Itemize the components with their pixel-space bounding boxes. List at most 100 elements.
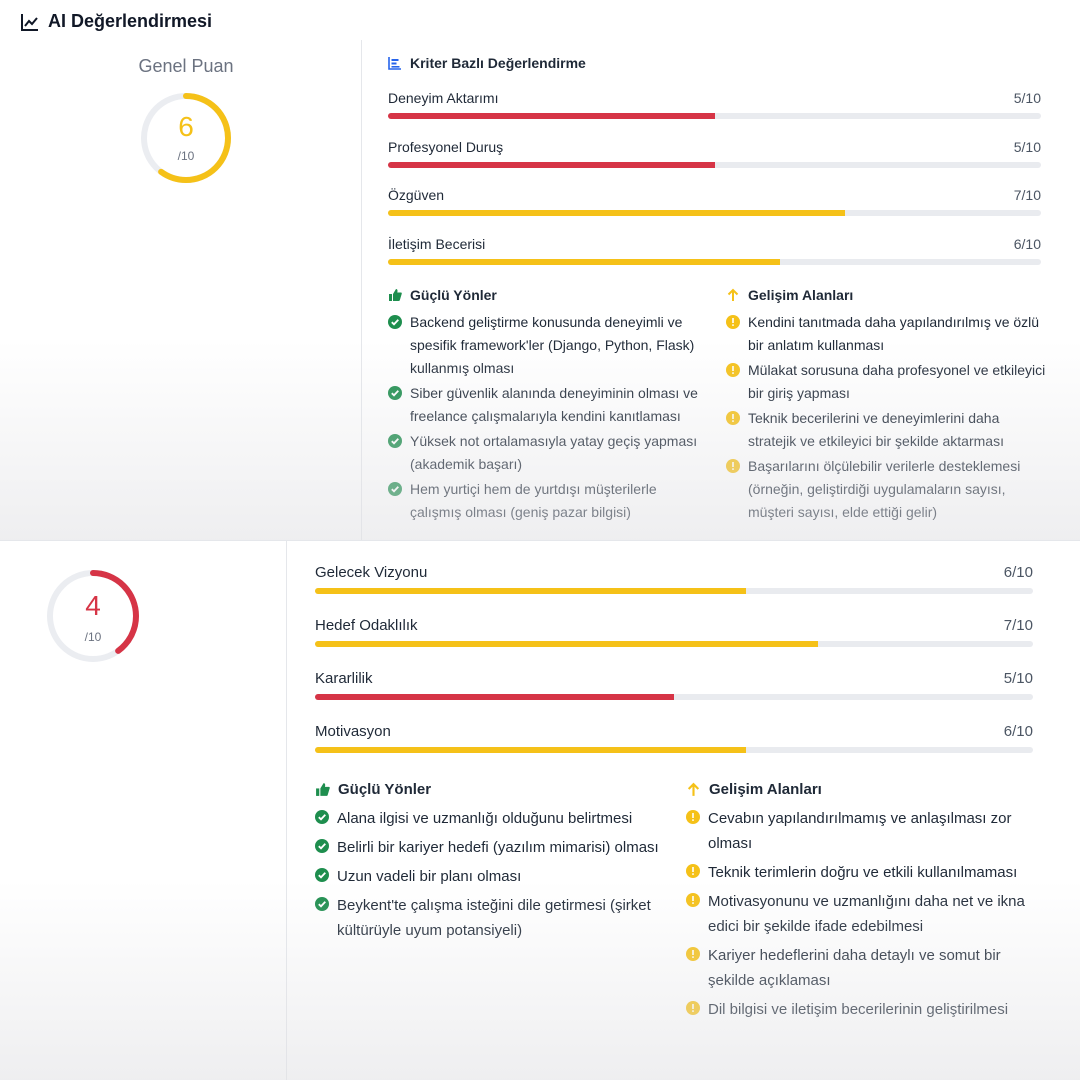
criterion-bar-track xyxy=(388,210,1041,216)
arrow-up-icon xyxy=(687,782,700,796)
warning-circle-icon xyxy=(686,1001,700,1015)
criterion-row: Kararlilik 5/10 xyxy=(315,670,1033,700)
column-divider xyxy=(361,40,362,540)
list-item: Başarılarını ölçülebilir verilerle deste… xyxy=(726,455,1046,524)
list-item-text: Yüksek not ortalamasıyla yatay geçiş yap… xyxy=(410,433,698,472)
list-item-text: Uzun vadeli bir planı olması xyxy=(337,868,522,885)
criterion-label: İletişim Becerisi xyxy=(388,235,486,252)
list-item: Mülakat sorusuna daha profesyonel ve etk… xyxy=(726,359,1046,405)
list-item: Cevabın yapılandırılmamış ve anlaşılması… xyxy=(686,806,1036,856)
strengths-heading-text: Güçlü Yönler xyxy=(338,781,432,798)
criterion-bar-fill xyxy=(388,258,780,265)
score-arc xyxy=(47,570,139,662)
list-item: Alana ilgisi ve uzmanlığı olduğunu belir… xyxy=(315,806,660,831)
warning-circle-icon xyxy=(726,315,740,329)
list-item: Teknik terimlerin doğru ve etkili kullan… xyxy=(686,860,1036,885)
criterion-bar-fill xyxy=(315,641,818,647)
list-item-text: Beykent'te çalışma isteğini dile getirme… xyxy=(337,897,651,939)
list-item-text: Dil bilgisi ve iletişim becerilerinin ge… xyxy=(708,1001,1009,1018)
column-divider xyxy=(286,541,287,1080)
criterion-label: Kararlilik xyxy=(315,670,373,687)
check-circle-icon xyxy=(315,868,329,882)
criterion-score: 6/10 xyxy=(1003,723,1033,740)
criterion-row: Motivasyon 6/10 xyxy=(315,723,1033,753)
warning-circle-icon xyxy=(726,459,740,473)
overall-score-label: Genel Puan xyxy=(138,56,234,76)
criterion-row: Özgüven 7/10 xyxy=(388,187,1041,216)
check-circle-icon xyxy=(388,434,402,448)
check-circle-icon xyxy=(388,315,402,329)
criterion-label: Gelecek Vizyonu xyxy=(315,564,428,581)
criterion-bar-track xyxy=(388,161,1041,168)
strengths-list: Güçlü Yönler Backend geliştirme konusund… xyxy=(388,287,706,526)
criterion-bar-fill xyxy=(315,588,746,594)
criterion-bar-fill xyxy=(388,210,846,216)
warning-circle-icon xyxy=(686,947,700,961)
overall-score-value: 4 xyxy=(85,590,101,621)
list-item: Siber güvenlik alanında deneyiminin olma… xyxy=(388,382,706,428)
improvements-heading: Gelişim Alanları xyxy=(726,287,1046,303)
overall-score-gauge: 4 /10 xyxy=(45,568,141,664)
overall-score-gauge: 6 /10 xyxy=(139,91,233,185)
bar-chart-icon xyxy=(388,57,401,70)
list-item: Belirli bir kariyer hedefi (yazılım mima… xyxy=(315,835,660,860)
thumbs-up-icon xyxy=(389,289,402,301)
criterion-bar-fill xyxy=(315,694,674,700)
list-item: Beykent'te çalışma isteğini dile getirme… xyxy=(315,893,660,943)
list-item: Motivasyonunu ve uzmanlığını daha net ve… xyxy=(686,889,1036,939)
check-circle-icon xyxy=(388,482,402,496)
warning-circle-icon xyxy=(686,893,700,907)
list-item-text: Başarılarını ölçülebilir verilerle deste… xyxy=(748,458,1021,520)
warning-circle-icon xyxy=(726,411,740,425)
check-circle-icon xyxy=(315,839,329,853)
criteria-section-title-text: Kriter Bazlı Değerlendirme xyxy=(410,55,586,71)
criterion-bar-track xyxy=(315,747,1033,753)
warning-circle-icon xyxy=(686,810,700,824)
criterion-score: 6/10 xyxy=(1013,235,1041,252)
evaluation-panel-top: AI Değerlendirmesi Genel Puan 6 /10 Krit… xyxy=(0,11,1080,540)
list-item-text: Alana ilgisi ve uzmanlığı olduğunu belir… xyxy=(337,810,633,827)
criterion-bar-track xyxy=(315,694,1033,700)
list-item-text: Kendini tanıtmada daha yapılandırılmış v… xyxy=(748,314,1040,353)
check-circle-icon xyxy=(388,386,402,400)
criterion-bar-fill xyxy=(315,747,746,753)
list-item-text: Teknik becerilerini ve deneyimlerini dah… xyxy=(748,410,1004,449)
strengths-heading: Güçlü Yönler xyxy=(315,781,660,798)
improvements-heading-text: Gelişim Alanları xyxy=(748,287,854,303)
criterion-bar-track xyxy=(388,258,1041,265)
list-item-text: Motivasyonunu ve uzmanlığını daha net ve… xyxy=(708,893,1025,935)
criterion-score: 5/10 xyxy=(1003,670,1033,687)
list-item-text: Siber güvenlik alanında deneyiminin olma… xyxy=(410,385,698,424)
app-title-text: AI Değerlendirmesi xyxy=(48,11,213,31)
criterion-score: 7/10 xyxy=(1003,617,1033,634)
criterion-score: 7/10 xyxy=(1013,187,1041,203)
criterion-score: 5/10 xyxy=(1013,90,1041,106)
list-item: Uzun vadeli bir planı olması xyxy=(315,864,660,889)
criterion-row: Gelecek Vizyonu 6/10 xyxy=(315,564,1033,594)
overall-score-value: 6 xyxy=(178,111,194,142)
list-item-text: Teknik terimlerin doğru ve etkili kullan… xyxy=(708,864,1018,881)
list-item-text: Backend geliştirme konusunda deneyimli v… xyxy=(410,314,695,376)
list-item-text: Kariyer hedeflerini daha detaylı ve somu… xyxy=(708,947,1001,989)
criterion-label: Deneyim Aktarımı xyxy=(388,90,499,106)
improvements-heading-text: Gelişim Alanları xyxy=(709,781,822,798)
criterion-bar-fill xyxy=(388,161,715,168)
list-item: Kariyer hedeflerini daha detaylı ve somu… xyxy=(686,943,1036,993)
list-item: Hem yurtiçi hem de yurtdışı müşterilerle… xyxy=(388,478,706,524)
list-item: Dil bilgisi ve iletişim becerilerinin ge… xyxy=(686,997,1036,1022)
criterion-row: Deneyim Aktarımı 5/10 xyxy=(388,90,1041,119)
criterion-bar-track xyxy=(315,641,1033,647)
warning-circle-icon xyxy=(686,864,700,878)
criterion-label: Özgüven xyxy=(388,187,445,203)
thumbs-up-icon xyxy=(316,783,330,796)
list-item-text: Cevabın yapılandırılmamış ve anlaşılması… xyxy=(708,810,1012,852)
warning-circle-icon xyxy=(726,363,740,377)
criterion-bar-track xyxy=(315,588,1033,594)
list-item: Kendini tanıtmada daha yapılandırılmış v… xyxy=(726,311,1046,357)
improvements-heading: Gelişim Alanları xyxy=(686,781,1036,798)
list-item-text: Mülakat sorusuna daha profesyonel ve etk… xyxy=(748,362,1046,401)
criterion-label: Motivasyon xyxy=(315,723,391,740)
list-item: Backend geliştirme konusunda deneyimli v… xyxy=(388,311,706,380)
criterion-bar-fill xyxy=(388,113,715,119)
criterion-row: İletişim Becerisi 6/10 xyxy=(388,236,1041,265)
